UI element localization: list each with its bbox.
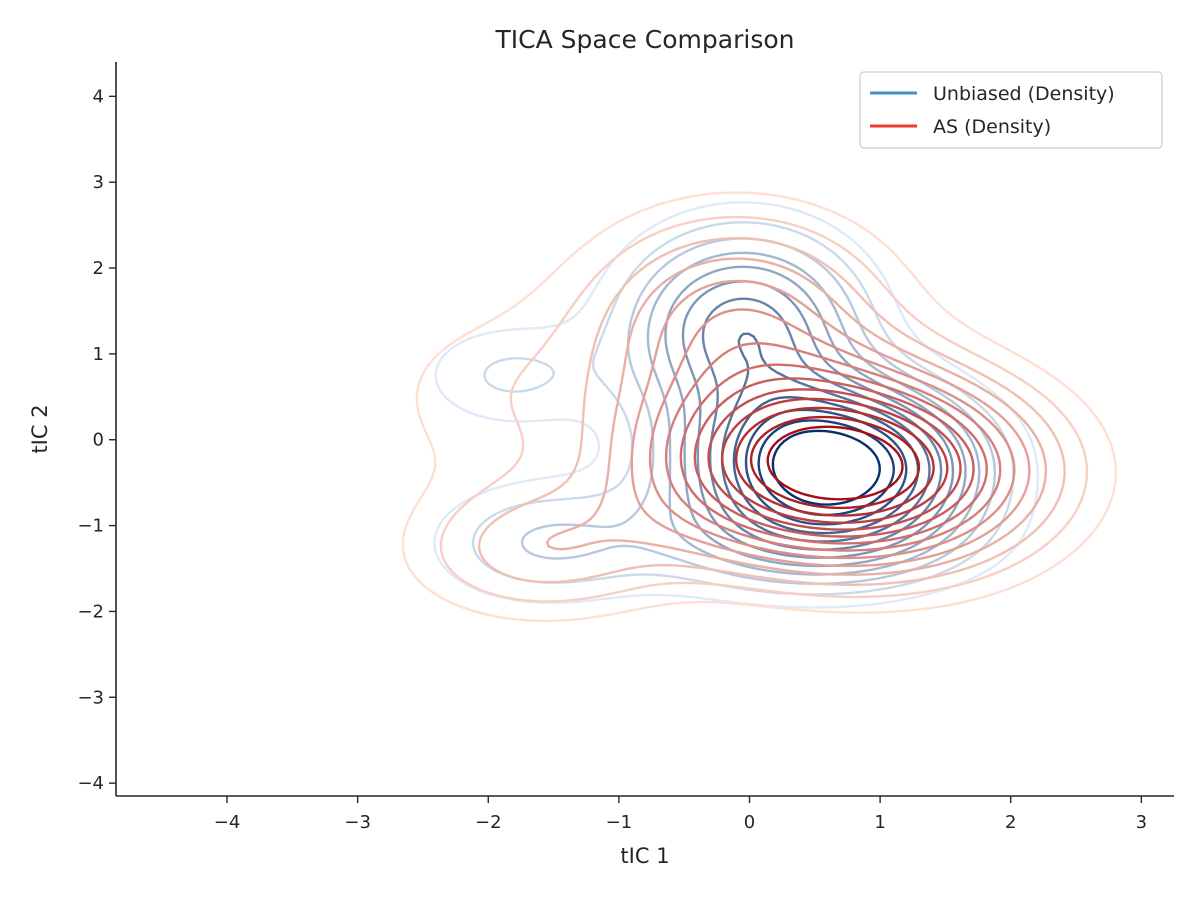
x-tick-label: 3 [1136, 812, 1147, 833]
y-tick-label: 2 [93, 258, 104, 279]
x-ticks: −4 −3 −2 −1 0 1 2 3 [214, 796, 1147, 833]
y-tick-label: −4 [77, 773, 104, 794]
y-tick-label: −1 [77, 516, 104, 537]
contour-level [757, 419, 895, 517]
y-ticks: −4 −3 −2 −1 0 1 2 3 4 [77, 86, 116, 794]
contour-level [439, 215, 1089, 603]
axes [115, 62, 1174, 797]
contour-level [546, 257, 1048, 576]
legend-label-as: AS (Density) [933, 116, 1051, 138]
contour-layers [401, 191, 1117, 622]
x-axis-label: tIC 1 [620, 844, 669, 868]
contour-level [707, 388, 962, 531]
contour-level [401, 191, 1117, 622]
contour-series-unbiased [433, 201, 1039, 609]
x-tick-label: −3 [344, 812, 371, 833]
contour-series-as [401, 191, 1117, 622]
contour-level [721, 397, 949, 524]
chart-title: TICA Space Comparison [495, 25, 795, 54]
x-tick-label: −4 [214, 812, 241, 833]
y-tick-label: −2 [77, 601, 104, 622]
x-tick-label: 2 [1005, 812, 1016, 833]
legend-box [859, 71, 1163, 149]
x-tick-label: 0 [744, 812, 755, 833]
y-axis-label: tIC 2 [28, 404, 52, 453]
contour-level [477, 237, 1066, 586]
contour-level [630, 279, 1031, 568]
contour-level [771, 429, 881, 506]
y-tick-label: 3 [93, 172, 104, 193]
x-tick-label: −1 [606, 812, 633, 833]
y-tick-label: 0 [93, 430, 104, 451]
y-tick-label: 4 [93, 86, 104, 107]
contour-level [735, 406, 935, 517]
x-tick-label: 1 [874, 812, 885, 833]
y-tick-label: −3 [77, 687, 104, 708]
contour-level [693, 377, 975, 538]
x-tick-label: −2 [475, 812, 502, 833]
contour-level [679, 363, 988, 545]
contour-level [766, 425, 904, 501]
contour-level [433, 201, 1039, 609]
contour-level [664, 342, 1002, 552]
legend-label-unbiased: Unbiased (Density) [933, 83, 1115, 105]
contour-level [749, 415, 921, 510]
y-tick-label: 1 [93, 344, 104, 365]
legend: Unbiased (Density) AS (Density) [859, 71, 1163, 149]
contour-level [648, 308, 1016, 560]
